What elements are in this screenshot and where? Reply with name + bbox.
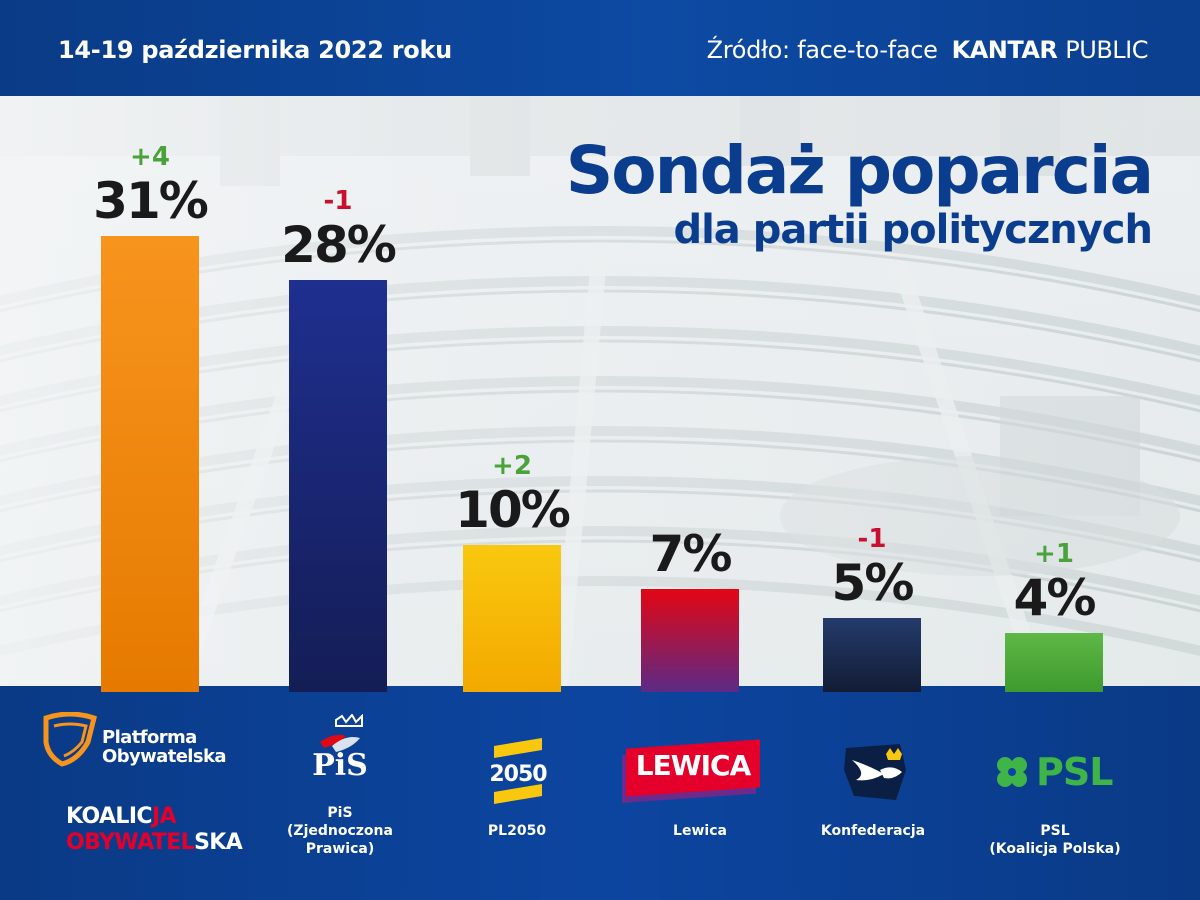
konfederacja-eagle-crown-icon xyxy=(844,744,906,800)
bar-pis xyxy=(289,280,387,692)
poll-date: 14-19 października 2022 roku xyxy=(58,36,452,64)
psl-clover-icon xyxy=(997,757,1027,787)
change-label-pis: -1 xyxy=(323,186,353,217)
pl2050-logo-icon xyxy=(494,738,542,804)
value-label-psl: 4% xyxy=(1013,569,1097,628)
brand-logo: KANTAR PUBLIC xyxy=(951,36,1149,64)
psl-logo: PSL xyxy=(1036,750,1113,794)
change-label-pl2050: +2 xyxy=(492,450,532,481)
ko-logo-part-1: KOALIC xyxy=(66,804,153,829)
party-name-psl: PSL (Koalicja Polska) xyxy=(965,822,1145,858)
change-label-psl: +1 xyxy=(1034,539,1074,570)
bar-konfederacja xyxy=(823,618,921,692)
party-name-pis-line-1: PiS xyxy=(327,805,353,821)
value-label-konfederacja: 5% xyxy=(831,554,915,613)
bar-po-ko xyxy=(101,236,199,692)
pis-eagle-crown-icon xyxy=(320,714,363,752)
change-label-po-ko: +4 xyxy=(130,142,170,172)
value-label-lewica: 7% xyxy=(649,525,733,584)
ko-logo-part-4: SKA xyxy=(194,830,243,855)
value-label-po-ko: 31% xyxy=(93,172,209,230)
source-label: Źródło: face-to-face xyxy=(706,36,938,64)
value-label-pl2050: 10% xyxy=(455,480,571,539)
po-logo-text: Platforma Obywatelska xyxy=(102,727,227,767)
brand-bold: KANTAR xyxy=(951,36,1058,64)
bar-psl xyxy=(1005,633,1103,692)
party-name-konfederacja: Konfederacja xyxy=(820,823,926,839)
header-bar: 14-19 października 2022 roku Źródło: fac… xyxy=(0,0,1200,96)
brand-light: PUBLIC xyxy=(1065,36,1148,64)
ko-logo-part-3: OBYWATEL xyxy=(66,830,195,855)
po-heart-icon xyxy=(43,712,97,767)
source-line: Źródło: face-to-face KANTAR PUBLIC xyxy=(706,36,1149,64)
ko-logo: KOALICJA OBYWATELSKA xyxy=(66,804,243,856)
change-label-konfederacja: -1 xyxy=(857,524,887,555)
party-name-pl2050: PL2050 xyxy=(487,823,547,839)
pl2050-logo: 2050 xyxy=(489,762,547,787)
lewica-logo: LEWICA xyxy=(635,749,752,782)
po-logo-line-1: Platforma xyxy=(102,727,197,748)
po-logo-line-2: Obywatelska xyxy=(102,746,227,767)
party-name-pis-line-3: Prawica) xyxy=(305,841,375,857)
pis-logo: PiS xyxy=(312,748,368,783)
title-line-1: Sondaż poparcia xyxy=(565,132,1154,209)
hall-illustration xyxy=(0,96,1200,686)
party-name-pis-line-2: (Zjednoczona xyxy=(287,823,393,839)
value-label-pis: 28% xyxy=(281,216,397,275)
bar-lewica xyxy=(641,589,739,692)
chart-title: Sondaż poparcia dla partii politycznych xyxy=(565,132,1154,254)
bar-pl2050 xyxy=(463,544,561,692)
party-name-psl-line-1: PSL xyxy=(1040,823,1070,839)
ko-logo-part-2: JA xyxy=(151,804,177,829)
party-bar xyxy=(0,686,1200,900)
party-name-pis: PiS (Zjednoczona Prawica) xyxy=(250,804,430,858)
parliament-background xyxy=(0,96,1200,686)
party-name-lewica: Lewica xyxy=(673,823,727,839)
title-line-2: dla partii politycznych xyxy=(673,207,1153,253)
party-name-psl-line-2: (Koalicja Polska) xyxy=(989,841,1121,857)
